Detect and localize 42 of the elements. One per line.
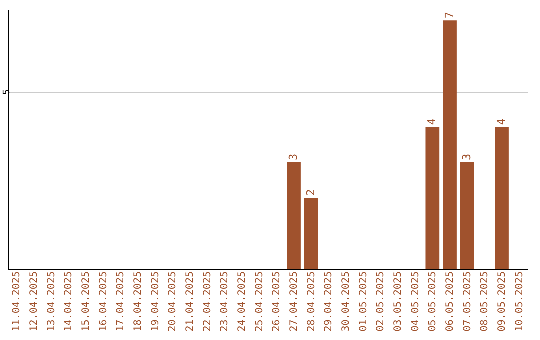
data-label: 4 <box>426 118 439 126</box>
x-tick-label: 02.05.2025 <box>376 272 387 332</box>
x-tick-label: 14.04.2025 <box>64 272 75 332</box>
data-label: 3 <box>460 154 474 161</box>
data-label: 2 <box>304 189 318 196</box>
x-tick-label: 09.05.2025 <box>497 272 508 332</box>
x-tick-label: 21.04.2025 <box>185 272 196 332</box>
x-tick-label: 01.05.2025 <box>358 272 370 332</box>
x-tick-label: 26.04.2025 <box>272 272 283 332</box>
x-tick-label: 30.04.2025 <box>341 272 352 332</box>
bar <box>495 127 509 269</box>
data-label: 4 <box>495 118 508 126</box>
x-tick-label: 13.04.2025 <box>46 272 58 332</box>
x-tick-label: 05.05.2025 <box>428 272 439 332</box>
x-tick-label: 08.05.2025 <box>480 272 491 332</box>
x-tick-label: 06.05.2025 <box>445 272 456 332</box>
bar <box>304 198 318 269</box>
x-tick-label: 07.05.2025 <box>462 272 474 332</box>
x-tick-label: 28.04.2025 <box>306 272 318 332</box>
x-tick-label: 16.04.2025 <box>98 272 110 332</box>
data-label: 7 <box>443 12 456 19</box>
bar <box>426 127 440 269</box>
x-tick-label: 18.04.2025 <box>133 272 144 332</box>
x-tick-label: 11.04.2025 <box>12 272 23 332</box>
bar <box>460 162 474 269</box>
x-tick-label: 19.04.2025 <box>150 272 162 332</box>
x-tick-label: 22.04.2025 <box>202 272 214 332</box>
x-tick-label: 20.04.2025 <box>168 272 179 332</box>
x-tick-label: 25.04.2025 <box>254 272 266 332</box>
x-tick-label: 24.04.2025 <box>237 272 248 332</box>
data-label: 3 <box>287 154 300 161</box>
x-tick-label: 04.05.2025 <box>410 272 422 332</box>
x-tick-label: 10.05.2025 <box>514 272 526 332</box>
bar <box>287 162 301 269</box>
x-tick-label: 12.04.2025 <box>29 272 40 332</box>
x-tick-label: 17.04.2025 <box>116 272 127 332</box>
x-tick-label: 15.04.2025 <box>81 272 92 332</box>
x-tick-label: 23.04.2025 <box>220 272 231 332</box>
x-tick-label: 29.04.2025 <box>324 272 335 332</box>
x-tick-label: 27.04.2025 <box>289 272 300 332</box>
x-tick-label: 03.05.2025 <box>393 272 404 332</box>
bar <box>443 20 457 269</box>
